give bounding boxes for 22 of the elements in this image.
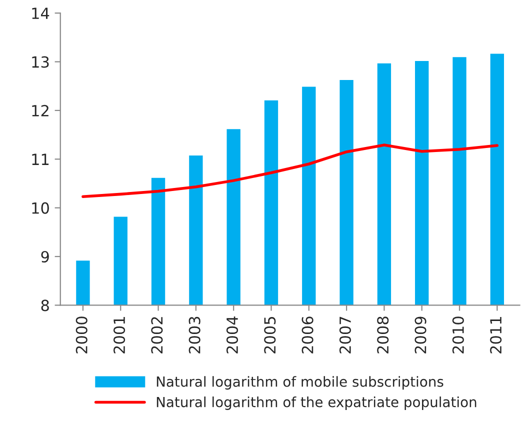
x-tick-label: 2008: [377, 316, 389, 354]
y-tick-label: 9: [41, 250, 49, 263]
x-tick-label: 2010: [452, 316, 464, 354]
legend-label: Natural logarithm of the expatriate population: [156, 396, 476, 410]
x-tick-label: 2011: [490, 317, 502, 354]
x-tick-label: 2004: [226, 316, 238, 354]
y-tick-label: 8: [41, 300, 49, 312]
line-series: [82, 144, 499, 198]
x-tick-label: 2000: [76, 316, 88, 354]
x-tick-label: 2007: [339, 316, 351, 354]
legend-label: Natural logarithm of mobile subscriptions: [156, 376, 444, 390]
x-tick-label: 2009: [414, 316, 426, 354]
y-tick-label: 12: [32, 104, 48, 116]
y-tick-label: 14: [32, 8, 50, 19]
y-tick-label: 10: [32, 202, 49, 214]
y-tick-label: 13: [32, 56, 49, 68]
y-tick-label: 11: [32, 154, 49, 165]
x-tick-label: 2005: [264, 316, 276, 354]
x-tick-label: 2006: [302, 316, 314, 354]
x-tick-label: 2001: [114, 317, 126, 354]
x-tick-label: 2003: [188, 316, 200, 354]
x-tick-label: 2002: [151, 317, 163, 354]
